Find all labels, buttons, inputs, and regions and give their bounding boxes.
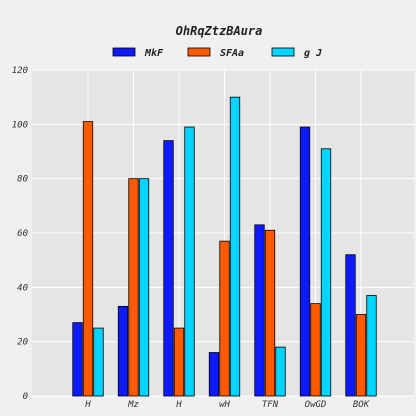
bar-mkf — [117, 305, 129, 397]
bar-g-j — [93, 327, 104, 397]
bar-mkf — [254, 224, 265, 397]
x-tick-label: TFN — [262, 400, 279, 410]
legend-label: MkF — [144, 48, 164, 59]
y-tick-label: 0 — [23, 392, 28, 402]
x-tick-label: H — [84, 400, 91, 410]
y-tick-label: 120 — [12, 66, 28, 76]
y-tick-label: 100 — [12, 120, 28, 130]
chart-title: OhRqZtzBAura — [176, 24, 263, 38]
bar-mkf — [299, 126, 311, 397]
x-tick-label: wH — [219, 400, 230, 410]
bar-g-j — [275, 346, 286, 397]
bar-g-j — [138, 178, 150, 397]
x-tick-label: Mz — [127, 400, 139, 410]
legend-swatch — [112, 47, 136, 57]
bar-mkf — [345, 254, 356, 397]
bar-sfaa — [310, 303, 321, 397]
bar-mkf — [208, 352, 220, 397]
bar-mkf — [163, 140, 174, 397]
y-tick-label: 40 — [17, 283, 28, 293]
bar-g-j — [229, 96, 241, 397]
bars — [72, 96, 377, 397]
legend-swatch — [271, 47, 295, 57]
bar-g-j — [366, 295, 377, 397]
bar-sfaa — [173, 327, 185, 397]
bar-sfaa — [128, 178, 139, 397]
legend-swatch — [187, 47, 211, 57]
y-tick-label: 80 — [17, 175, 28, 185]
legend: MkF SFAa g J — [112, 47, 322, 59]
x-tick-label: H — [175, 400, 182, 410]
bar-sfaa — [355, 314, 367, 397]
y-axis: 0 20 40 60 80 100 120 — [12, 66, 28, 402]
legend-label: g J — [304, 48, 322, 59]
y-tick-label: 60 — [17, 229, 28, 239]
bar-sfaa — [264, 229, 276, 397]
bar-sfaa — [219, 240, 230, 397]
x-tick-label: BOK — [353, 400, 370, 410]
bar-sfaa — [82, 121, 94, 397]
bar-mkf — [72, 322, 83, 397]
y-tick-label: 20 — [17, 338, 28, 348]
x-tick-label: OwGD — [305, 400, 327, 410]
bar-g-j — [320, 148, 332, 397]
legend-label: SFAa — [220, 48, 244, 59]
bar-g-j — [184, 126, 195, 397]
